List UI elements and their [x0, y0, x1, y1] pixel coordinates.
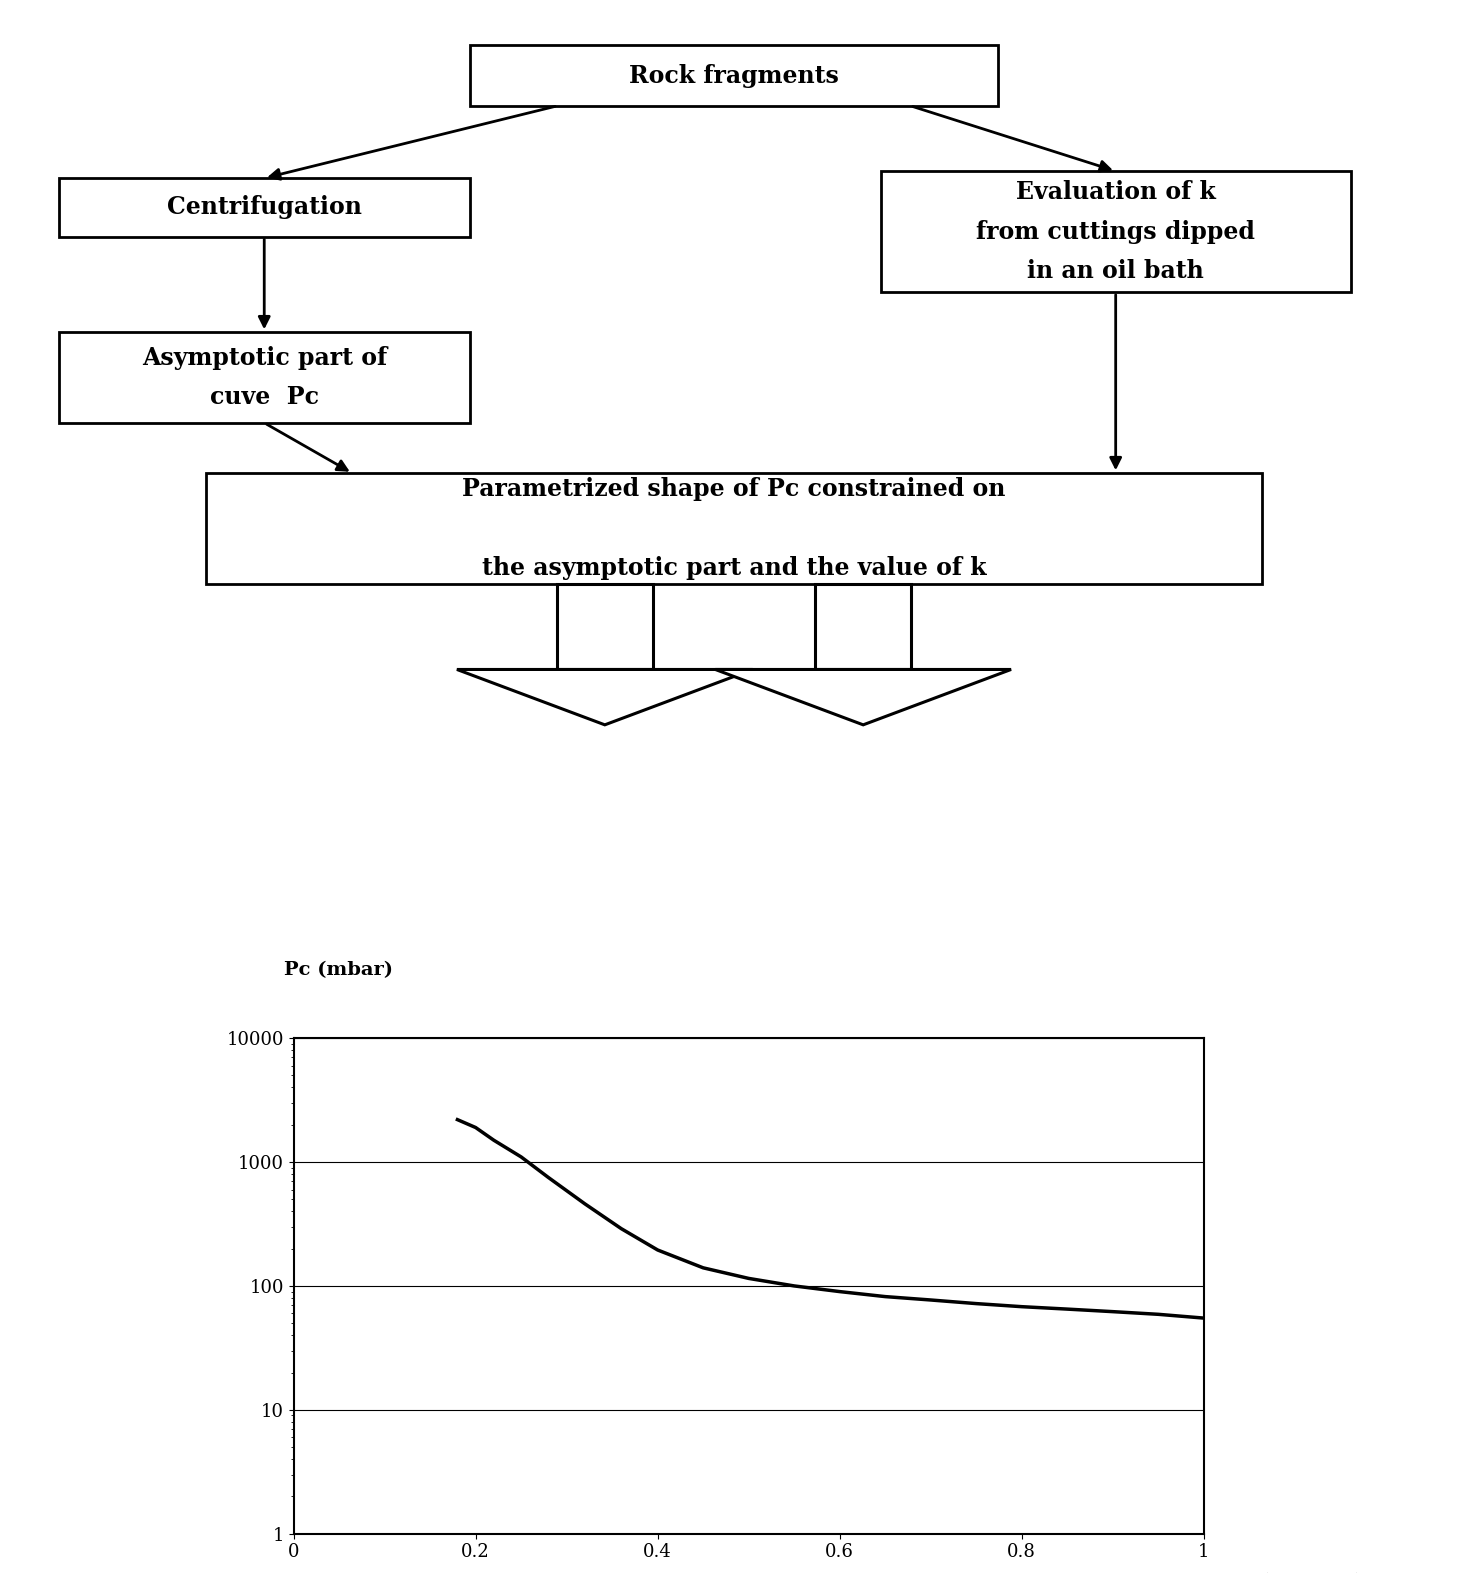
Polygon shape [558, 584, 652, 670]
FancyBboxPatch shape [881, 171, 1351, 293]
Text: Asymptotic part of
cuve  Pc: Asymptotic part of cuve Pc [142, 346, 386, 409]
Text: Centrifugation: Centrifugation [167, 195, 361, 219]
Polygon shape [457, 670, 753, 725]
Text: Evaluation of k
from cuttings dipped
in an oil bath: Evaluation of k from cuttings dipped in … [976, 181, 1255, 283]
Text: Parametrized shape of Pc constrained on

the asymptotic part and the value of k: Parametrized shape of Pc constrained on … [462, 477, 1006, 580]
FancyBboxPatch shape [470, 46, 998, 105]
Polygon shape [715, 670, 1011, 725]
FancyBboxPatch shape [206, 473, 1262, 584]
Text: Pc (mbar): Pc (mbar) [285, 961, 393, 978]
FancyBboxPatch shape [59, 332, 470, 423]
FancyBboxPatch shape [59, 178, 470, 236]
Text: Rock fragments: Rock fragments [630, 63, 838, 88]
Polygon shape [816, 584, 910, 670]
